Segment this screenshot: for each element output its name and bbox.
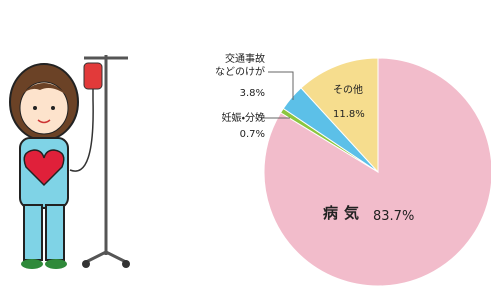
illustration	[10, 55, 130, 269]
chart	[0, 0, 491, 286]
slice-label: 交通事故 などのけが	[215, 53, 265, 79]
value-label: 3.8%	[240, 87, 265, 100]
leader-line	[268, 72, 293, 100]
slice-label: 病気	[323, 207, 365, 220]
slice-label: その他	[333, 84, 363, 97]
slice-label: 妊娠・分娩	[222, 112, 265, 125]
page: (() => { const data = JSON.parse(documen…	[0, 0, 491, 286]
pie	[264, 58, 491, 286]
value-label: 11.8%	[333, 108, 365, 121]
value-label: 83.7%	[373, 210, 414, 223]
value-label: 0.7%	[240, 128, 265, 141]
